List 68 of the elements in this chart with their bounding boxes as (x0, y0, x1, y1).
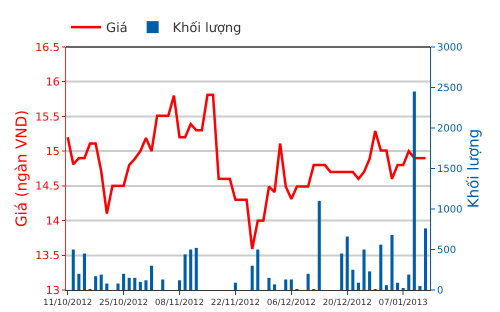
bar (122, 274, 126, 290)
bar (390, 234, 394, 290)
y2-tick-label: 1500 (437, 164, 462, 175)
bar (418, 286, 422, 290)
bar (128, 278, 131, 290)
bar (306, 274, 310, 290)
bar (412, 92, 416, 290)
bar (340, 254, 344, 290)
legend-label: Giá (106, 21, 128, 36)
bar (116, 284, 120, 290)
x-tick-label: 22/11/2012 (210, 298, 260, 308)
bar (379, 244, 382, 290)
x-tick-label: 20/12/2012 (322, 298, 372, 308)
y-axis-title: Giá (ngàn VND) (12, 110, 31, 227)
y2-tick-label: 500 (437, 245, 456, 256)
y2-tick-label: 0 (437, 286, 444, 296)
bar (94, 276, 98, 290)
line-series (66, 94, 427, 250)
bar (184, 254, 187, 290)
y-tick-label: 16.5 (35, 40, 60, 54)
bar (100, 274, 103, 290)
bar (77, 274, 80, 290)
y-tick-label: 13 (46, 284, 60, 297)
y2-tick-label: 2000 (437, 124, 462, 134)
bar (72, 250, 75, 290)
bar (144, 280, 148, 290)
x-tick-label: 06/12/2012 (266, 298, 316, 308)
bar (256, 250, 260, 290)
bar (396, 282, 400, 290)
bar (161, 279, 164, 290)
bar (267, 278, 271, 290)
bar (407, 274, 410, 290)
bar (250, 266, 254, 290)
y2-tick-label: 2500 (437, 83, 462, 94)
bar (105, 284, 108, 290)
bar (178, 280, 182, 290)
y-tick-label: 14.5 (35, 180, 60, 193)
y-tick-label: 13.5 (35, 249, 60, 262)
bar (284, 279, 288, 290)
bar (273, 284, 276, 290)
x-tick-label: 25/10/2012 (99, 298, 148, 308)
bar (351, 270, 354, 290)
y-tick-label: 16 (46, 76, 60, 89)
bar (133, 278, 136, 290)
bar (234, 282, 237, 290)
bar (362, 250, 366, 290)
x-tick-label: 11/10/2012 (43, 298, 92, 308)
bar (346, 236, 349, 290)
bar (138, 282, 142, 290)
y-tick-label: 15 (46, 144, 60, 158)
legend-label: Khối lượng (172, 21, 242, 36)
bar (384, 285, 388, 290)
y2-tick-label: 1000 (437, 204, 462, 216)
bar (356, 282, 360, 290)
bar (189, 250, 192, 290)
bar (150, 266, 154, 290)
bar (82, 254, 86, 290)
bar (424, 228, 428, 290)
y-tick-label: 15.5 (35, 110, 60, 124)
bar (368, 271, 372, 290)
y2-tick-label: 3000 (437, 42, 462, 54)
x-tick-label: 07/01/2013 (378, 298, 428, 308)
bar (194, 248, 198, 290)
bar (290, 279, 293, 290)
x-tick-label: 08/11/2012 (155, 298, 204, 308)
y2-axis-title: Khối lượng (464, 128, 482, 208)
bar (318, 200, 321, 290)
y-tick-label: 14 (46, 214, 60, 228)
